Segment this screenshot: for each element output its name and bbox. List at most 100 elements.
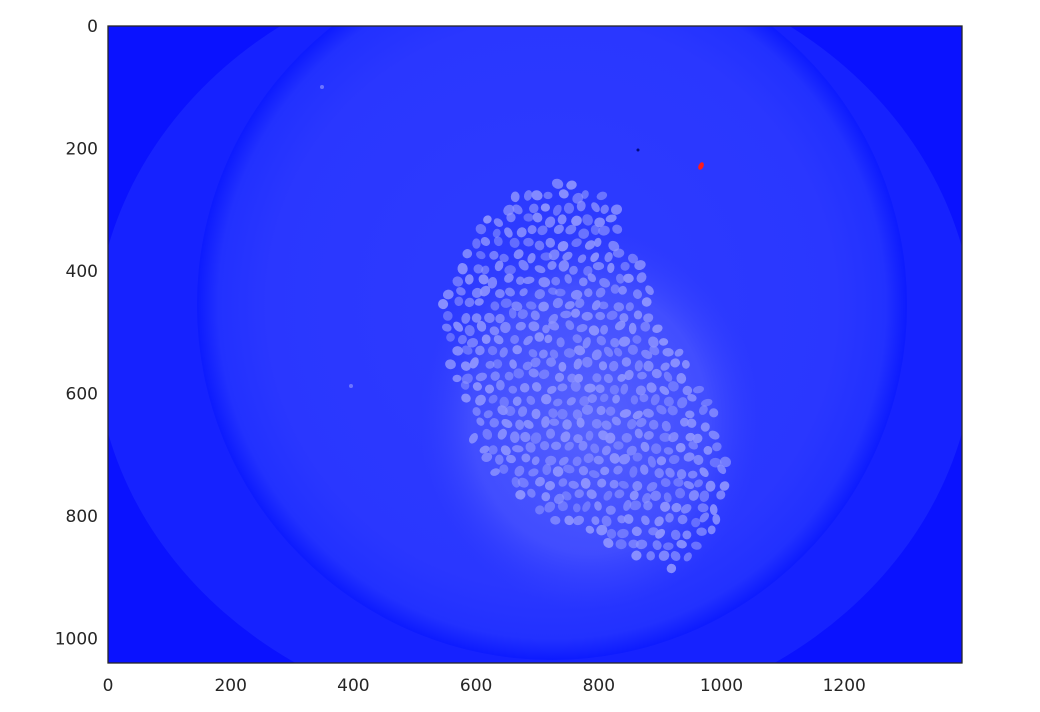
cell-nucleus: [682, 385, 693, 396]
cell-nucleus: [471, 313, 482, 323]
cell-nucleus: [568, 480, 579, 489]
cell-nucleus: [493, 335, 504, 345]
cell-nucleus: [523, 213, 534, 222]
cell-nucleus: [680, 417, 689, 427]
cell-nucleus: [504, 227, 513, 238]
cell-nucleus: [610, 337, 620, 348]
cell-nucleus: [472, 382, 482, 391]
cell-nucleus: [518, 406, 528, 417]
cell-nucleus: [629, 466, 638, 478]
cell-nucleus: [612, 394, 620, 404]
cell-nucleus: [521, 453, 531, 463]
cell-nucleus: [617, 515, 626, 524]
cell-nucleus: [585, 525, 595, 534]
cell-nucleus: [557, 383, 568, 392]
cell-nucleus: [609, 385, 620, 395]
cell-nucleus: [558, 456, 569, 466]
cell-nucleus: [617, 373, 626, 382]
cell-cluster: [438, 178, 732, 574]
cell-nucleus: [480, 237, 491, 246]
dust-speck: [349, 384, 353, 388]
cell-nucleus: [587, 394, 598, 404]
cell-nucleus: [660, 501, 671, 512]
cell-nucleus: [442, 289, 454, 300]
cell-nucleus: [627, 419, 637, 430]
cell-nucleus: [610, 204, 623, 215]
cell-nucleus: [645, 285, 654, 295]
cell-nucleus: [692, 433, 703, 444]
cell-nucleus: [508, 385, 518, 394]
cell-nucleus: [643, 431, 654, 440]
cell-nucleus: [614, 320, 626, 331]
cell-nucleus: [574, 298, 585, 309]
cell-nucleus: [562, 419, 572, 430]
cell-nucleus: [457, 334, 467, 345]
cell-nucleus: [523, 335, 533, 346]
cell-nucleus: [509, 237, 520, 248]
cell-nucleus: [605, 505, 616, 515]
cell-nucleus: [528, 349, 538, 358]
cell-nucleus: [523, 419, 534, 429]
x-tick-label: 200: [214, 676, 246, 696]
cell-nucleus: [627, 344, 638, 355]
cell-nucleus: [517, 477, 529, 488]
cell-nucleus: [582, 356, 593, 368]
cell-nucleus: [483, 410, 493, 419]
cell-nucleus: [663, 492, 672, 503]
cell-nucleus: [541, 416, 550, 428]
cell-nucleus: [461, 393, 471, 403]
cell-nucleus: [562, 251, 573, 261]
cell-nucleus: [499, 464, 509, 474]
cell-nucleus: [446, 332, 455, 342]
cell-nucleus: [563, 464, 575, 474]
cell-nucleus: [595, 384, 605, 394]
cell-nucleus: [535, 505, 545, 515]
cell-nucleus: [489, 250, 499, 260]
cell-nucleus: [675, 442, 686, 453]
cell-nucleus: [493, 236, 503, 247]
cell-nucleus: [646, 551, 656, 561]
cell-nucleus: [668, 432, 679, 443]
cell-nucleus: [496, 379, 505, 391]
cell-nucleus: [523, 237, 534, 247]
cell-nucleus: [576, 324, 588, 333]
cell-nucleus: [676, 469, 687, 480]
cell-nucleus: [670, 551, 681, 561]
cell-nucleus: [540, 441, 550, 451]
cell-nucleus: [668, 455, 680, 464]
cell-nucleus: [542, 324, 550, 334]
cell-nucleus: [473, 264, 484, 274]
cell-nucleus: [581, 404, 594, 415]
cell-nucleus: [485, 360, 495, 369]
cell-nucleus: [544, 501, 556, 513]
cell-nucleus: [552, 297, 563, 309]
cell-nucleus: [541, 492, 551, 502]
cell-nucleus: [600, 324, 609, 335]
cell-nucleus: [538, 301, 549, 312]
cell-nucleus: [603, 537, 614, 549]
cell-nucleus: [508, 307, 517, 319]
cell-nucleus: [530, 310, 540, 321]
cell-nucleus: [571, 215, 582, 226]
cell-nucleus: [634, 360, 643, 372]
x-tick-label: 1000: [700, 676, 743, 696]
cell-nucleus: [494, 260, 504, 272]
cell-nucleus: [665, 467, 675, 478]
cell-nucleus: [452, 346, 464, 356]
cell-nucleus: [623, 499, 632, 511]
cell-nucleus: [481, 452, 493, 463]
cell-nucleus: [487, 345, 498, 356]
cell-nucleus: [557, 501, 568, 512]
cell-nucleus: [667, 405, 678, 416]
cell-nucleus: [461, 345, 473, 355]
cell-nucleus: [633, 310, 643, 320]
cell-nucleus: [509, 359, 517, 369]
cell-nucleus: [594, 501, 602, 511]
cell-nucleus: [696, 527, 707, 536]
cell-nucleus: [560, 431, 571, 443]
cell-nucleus: [629, 490, 639, 501]
cell-nucleus: [490, 301, 500, 311]
y-tick-label: 0: [87, 17, 98, 37]
cell-nucleus: [519, 383, 530, 393]
cell-nucleus: [619, 313, 629, 323]
